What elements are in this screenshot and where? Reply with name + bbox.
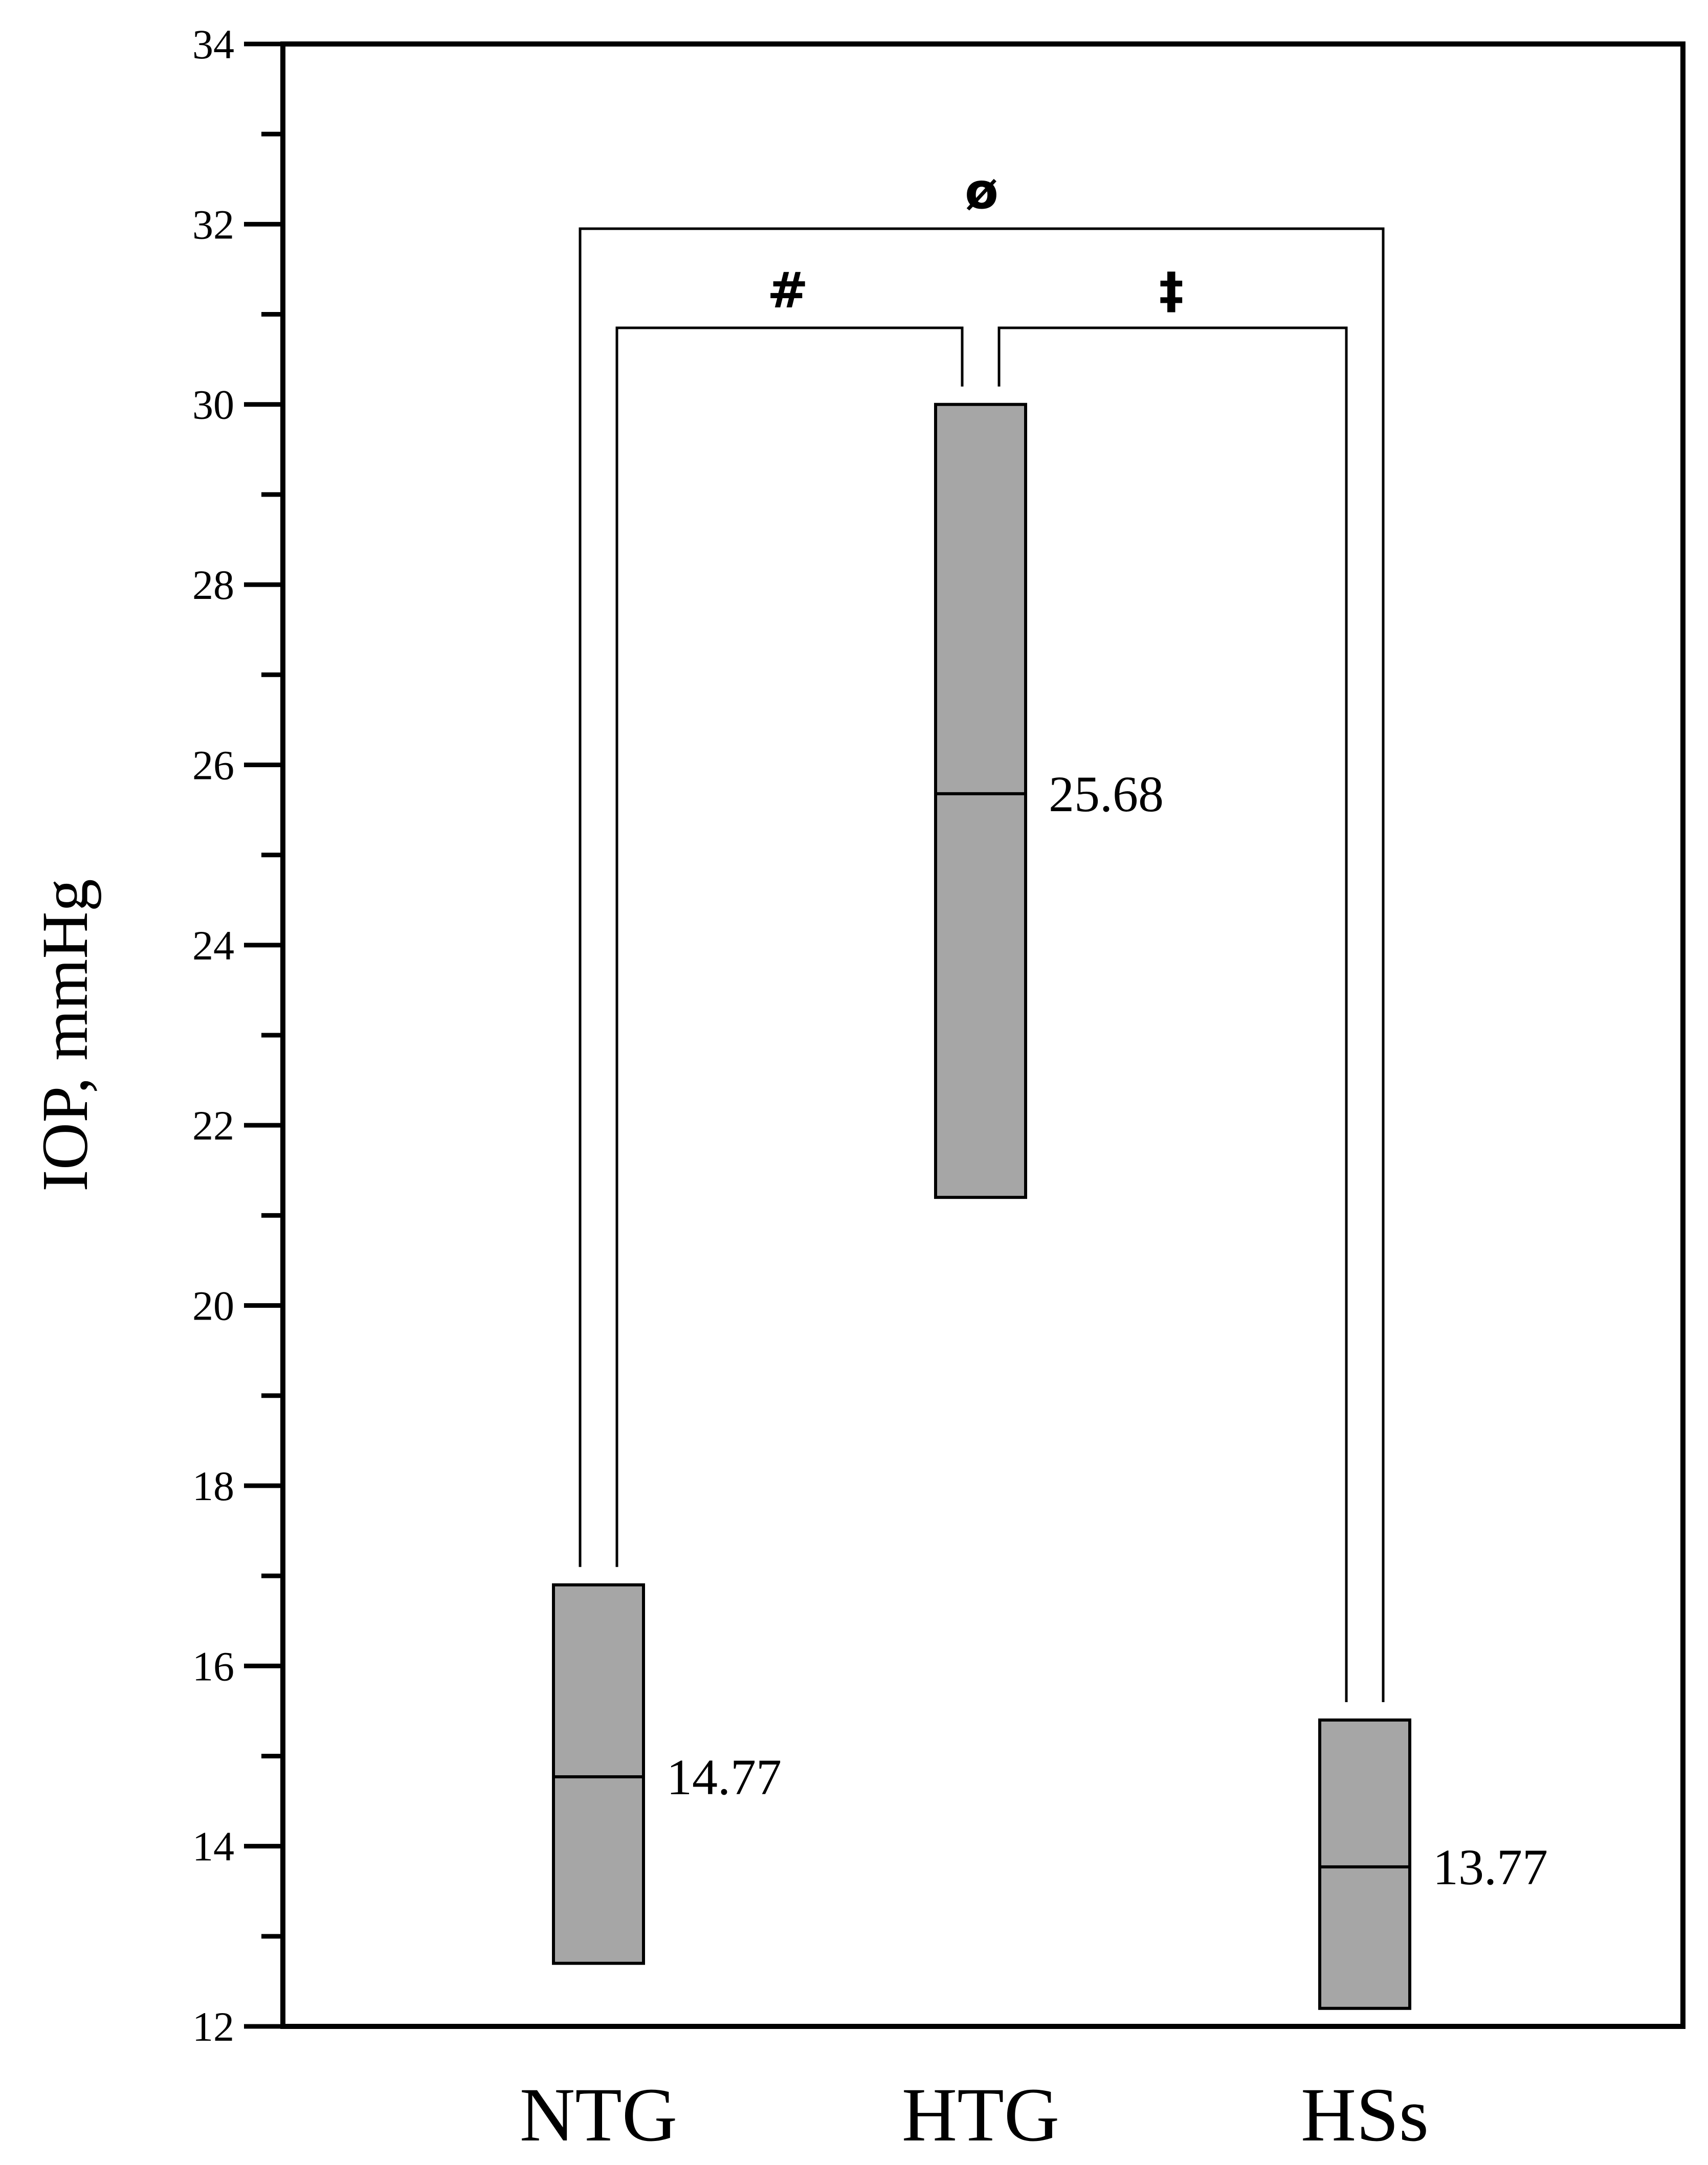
y-tick-label: 14 xyxy=(192,1823,234,1870)
y-tick-label: 28 xyxy=(192,562,234,608)
y-axis-ticks xyxy=(244,41,283,2029)
y-tick-label: 34 xyxy=(192,21,234,68)
box-htg xyxy=(934,403,1027,1199)
y-tick-label: 12 xyxy=(192,2003,234,2050)
y-axis-title: IOP, mmHg xyxy=(29,879,101,1192)
y-tick-label: 20 xyxy=(192,1283,234,1329)
x-category-label: NTG xyxy=(520,2072,677,2157)
significance-symbol: ø xyxy=(965,163,999,220)
plot-frame xyxy=(280,41,1685,2029)
y-tick-label: 30 xyxy=(192,382,234,428)
median-label: 25.68 xyxy=(1049,766,1164,822)
median-label: 14.77 xyxy=(667,1749,782,1805)
median-label: 13.77 xyxy=(1433,1839,1548,1895)
y-tick-label: 32 xyxy=(192,201,234,248)
y-tick-label: 16 xyxy=(192,1643,234,1689)
significance-symbol: # xyxy=(767,262,808,319)
significance-bracket xyxy=(997,326,1348,1702)
y-tick-label: 18 xyxy=(192,1463,234,1509)
significance-symbol: ‡ xyxy=(1159,262,1184,319)
y-tick-label: 24 xyxy=(192,922,234,969)
significance-brackets xyxy=(579,227,1385,1702)
box-hss xyxy=(1318,1718,1411,2010)
significance-bracket xyxy=(579,227,1385,1702)
labels: 12 14 16 18 20 22 24 26 28 30 32 34 NTG HTG HSs 14.77 25… xyxy=(192,21,1548,2157)
y-tick-label: 22 xyxy=(192,1102,234,1149)
significance-bracket xyxy=(615,326,964,1567)
x-category-label: HSs xyxy=(1301,2072,1429,2157)
boxes xyxy=(552,403,1411,2010)
x-category-label: HTG xyxy=(902,2072,1059,2157)
box-ntg xyxy=(552,1583,645,1965)
y-tick-label: 26 xyxy=(192,742,234,788)
